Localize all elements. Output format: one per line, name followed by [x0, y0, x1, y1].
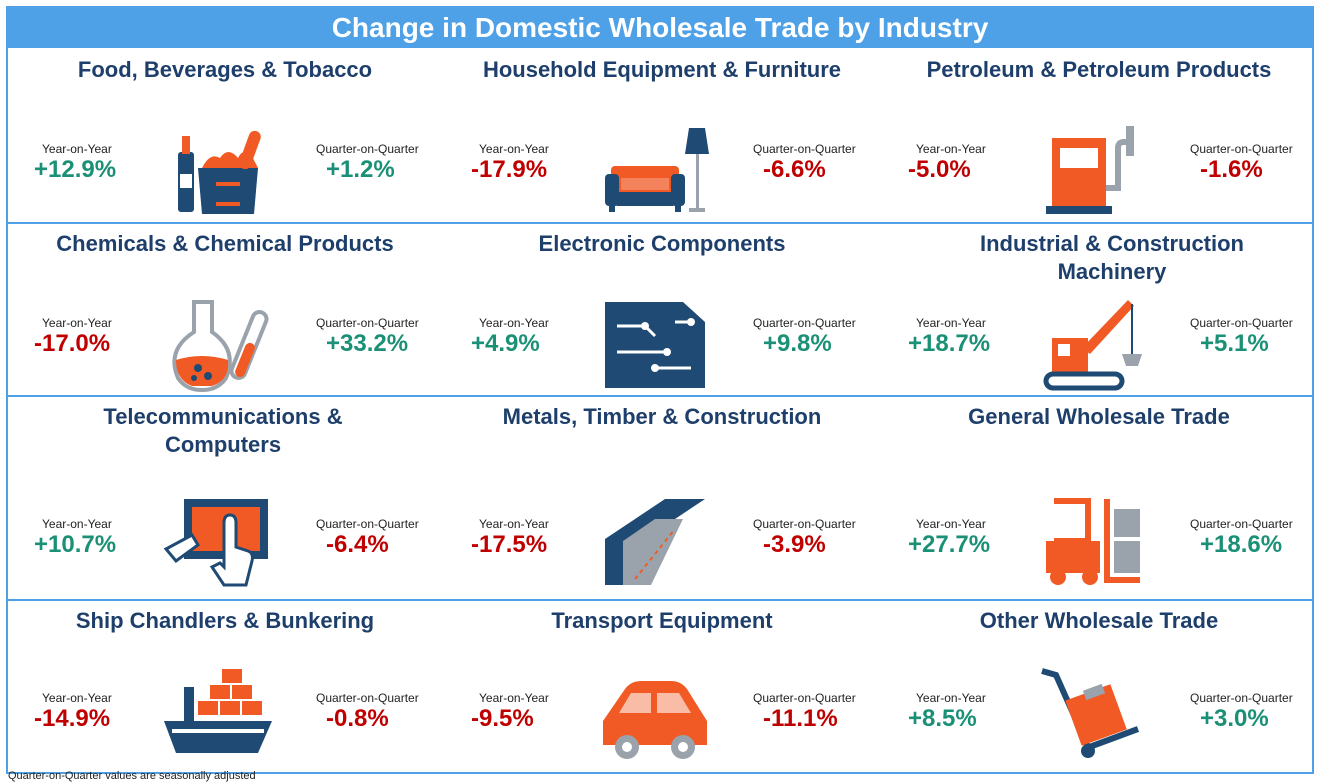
yoy-label: Year-on-Year [916, 691, 986, 705]
yoy-label: Year-on-Year [42, 691, 112, 705]
industry-name: Metals, Timber & Construction [502, 404, 822, 429]
yoy-label: Year-on-Year [916, 517, 986, 531]
fuel-pump-icon [1032, 118, 1152, 218]
qoq-label: Quarter-on-Quarter [1190, 316, 1293, 330]
qoq-label: Quarter-on-Quarter [753, 316, 856, 330]
row-divider [8, 222, 1312, 224]
industry-card: Electronic Components Year-on-Year +4.9% Qu… [445, 224, 879, 397]
industry-name: Petroleum & Petroleum Products [926, 57, 1272, 82]
yoy-value: -14.9% [34, 705, 111, 732]
qoq-label: Quarter-on-Quarter [1190, 691, 1293, 705]
yoy-label: Year-on-Year [479, 517, 549, 531]
qoq-value: -6.6% [763, 156, 826, 183]
qoq-value: +1.2% [326, 156, 395, 183]
qoq-label: Quarter-on-Quarter [1190, 517, 1293, 531]
qoq-value: +18.6% [1200, 531, 1283, 558]
car-icon [595, 661, 715, 761]
yoy-value: +4.9% [471, 330, 540, 357]
steel-beam-icon [595, 489, 715, 589]
yoy-value: +10.7% [34, 531, 117, 558]
qoq-label: Quarter-on-Quarter [316, 142, 419, 156]
yoy-label: Year-on-Year [42, 316, 112, 330]
yoy-value: -9.5% [471, 705, 534, 732]
qoq-value: +3.0% [1200, 705, 1269, 732]
qoq-value: -1.6% [1200, 156, 1263, 183]
industry-card: Telecommunications & Computers Year-on-Ye… [8, 397, 442, 601]
flask-icon [158, 292, 278, 393]
qoq-label: Quarter-on-Quarter [753, 142, 856, 156]
qoq-value: -3.9% [763, 531, 826, 558]
row-divider [8, 395, 1312, 397]
sofa-lamp-icon [595, 118, 715, 218]
hand-truck-icon [1032, 661, 1152, 761]
industry-name: General Wholesale Trade [968, 404, 1230, 429]
industry-card: Household Equipment & Furniture Year-on-Y… [445, 50, 879, 224]
industry-name: Telecommunications & Computers [103, 404, 343, 457]
circuit-board-icon [595, 292, 715, 392]
row-divider [8, 599, 1312, 601]
yoy-value: +27.7% [908, 531, 991, 558]
yoy-label: Year-on-Year [479, 142, 549, 156]
qoq-label: Quarter-on-Quarter [316, 316, 419, 330]
qoq-value: +33.2% [326, 330, 409, 357]
qoq-label: Quarter-on-Quarter [753, 691, 856, 705]
qoq-label: Quarter-on-Quarter [753, 517, 856, 531]
infographic-frame: Change in Domestic Wholesale Trade by In… [6, 6, 1314, 774]
industry-name: Household Equipment & Furniture [482, 57, 842, 82]
qoq-value: +9.8% [763, 330, 832, 357]
yoy-value: -17.0% [34, 330, 111, 357]
yoy-value: -17.9% [471, 156, 548, 183]
page-title: Change in Domestic Wholesale Trade by In… [8, 8, 1312, 48]
forklift-icon [1032, 489, 1152, 589]
qoq-value: -0.8% [326, 705, 389, 732]
cargo-ship-icon [158, 661, 278, 761]
industry-name: Chemicals & Chemical Products [56, 231, 394, 256]
industry-name: Food, Beverages & Tobacco [77, 57, 373, 82]
industry-card: Metals, Timber & Construction Year-on-Yea… [445, 397, 879, 601]
yoy-label: Year-on-Year [916, 142, 986, 156]
qoq-label: Quarter-on-Quarter [316, 691, 419, 705]
qoq-value: -11.1% [763, 705, 838, 732]
industry-name: Ship Chandlers & Bunkering [75, 608, 375, 633]
touchscreen-icon [158, 489, 278, 589]
industry-card: Industrial & Construction Machinery Year-… [882, 224, 1316, 397]
industry-card: General Wholesale Trade Year-on-Year +27.7… [882, 397, 1316, 601]
industry-name: Transport Equipment [551, 608, 773, 633]
industry-row: Chemicals & Chemical Products Year-on-Yea… [8, 224, 1312, 397]
qoq-label: Quarter-on-Quarter [1190, 142, 1293, 156]
industry-card: Food, Beverages & Tobacco Year-on-Year +12… [8, 50, 442, 224]
industry-name: Other Wholesale Trade [979, 608, 1219, 633]
yoy-label: Year-on-Year [916, 316, 986, 330]
industry-row: Telecommunications & Computers Year-on-Ye… [8, 397, 1312, 601]
industry-card: Transport Equipment Year-on-Year -9.5% Quar… [445, 601, 879, 767]
industry-name: Industrial & Construction Machinery [980, 231, 1244, 284]
food-basket-icon [158, 118, 278, 218]
footnote: Quarter-on-Quarter values are seasonally… [8, 770, 256, 782]
qoq-value: +5.1% [1200, 330, 1269, 357]
yoy-value: -5.0% [908, 156, 971, 183]
industry-name: Electronic Components [538, 231, 786, 256]
yoy-label: Year-on-Year [479, 691, 549, 705]
yoy-label: Year-on-Year [42, 517, 112, 531]
industry-row: Food, Beverages & Tobacco Year-on-Year +12… [8, 50, 1312, 224]
qoq-label: Quarter-on-Quarter [316, 517, 419, 531]
yoy-value: +12.9% [34, 156, 117, 183]
yoy-label: Year-on-Year [479, 316, 549, 330]
industry-card: Other Wholesale Trade Year-on-Year +8.5% Qu… [882, 601, 1316, 767]
yoy-label: Year-on-Year [42, 142, 112, 156]
industry-card: Petroleum & Petroleum Products Year-on-Ye… [882, 50, 1316, 224]
yoy-value: -17.5% [471, 531, 548, 558]
yoy-value: +8.5% [908, 705, 977, 732]
industry-row: Ship Chandlers & Bunkering Year-on-Year -1… [8, 601, 1312, 767]
yoy-value: +18.7% [908, 330, 991, 357]
qoq-value: -6.4% [326, 531, 389, 558]
industry-card: Chemicals & Chemical Products Year-on-Yea… [8, 224, 442, 397]
crane-icon [1032, 292, 1152, 392]
industry-card: Ship Chandlers & Bunkering Year-on-Year -1… [8, 601, 442, 767]
